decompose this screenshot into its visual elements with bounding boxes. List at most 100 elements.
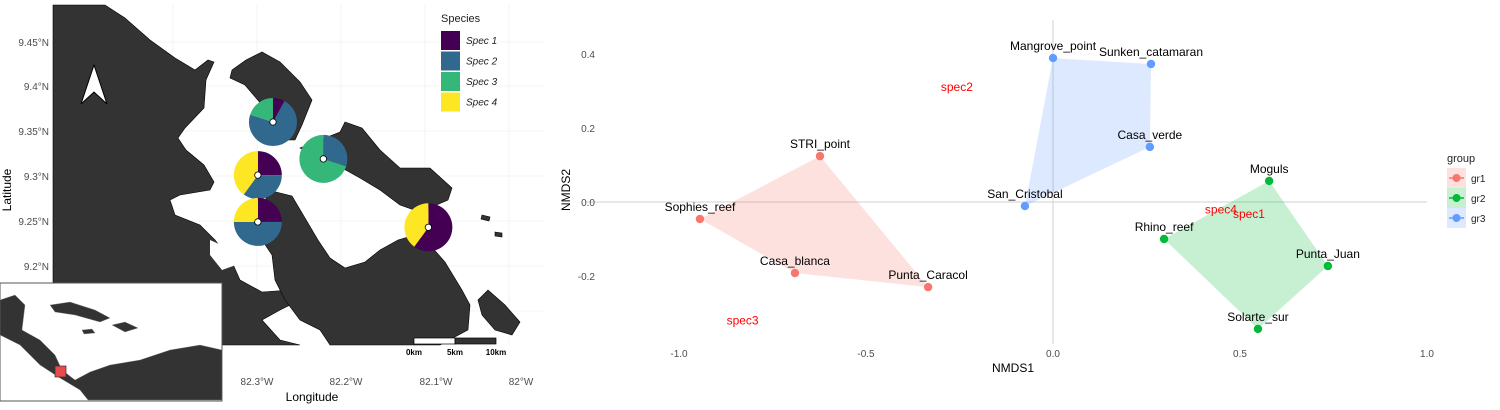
pie-slice — [414, 203, 453, 252]
x-tick-label: 0.5 — [1233, 349, 1247, 360]
site-marker — [319, 155, 327, 163]
lat-tick: 9.25°N — [18, 217, 49, 228]
lon-tick: 82°W — [509, 377, 534, 388]
group-legend-title: group — [1447, 153, 1475, 165]
legend-key — [441, 72, 460, 91]
scale-bar: 0km 5km 10km — [406, 337, 506, 357]
site-marker — [254, 171, 262, 179]
site-point — [1145, 142, 1155, 152]
nmds-y-axis-title: NMDS2 — [559, 169, 573, 211]
pie-slice — [257, 151, 282, 176]
nmds-panel: Sophies_reef STRI_point Casa_blanca Punta_C… — [559, 20, 1486, 375]
scale-label-0: 0km — [406, 348, 422, 357]
pie-slice — [243, 175, 282, 200]
site-label: Casa_verde — [1118, 128, 1183, 142]
species-label: spec3 — [727, 313, 759, 327]
nmds-ticks: -1.0 -0.5 0.0 0.5 1.0 -0.2 0.0 0.2 0.4 — [578, 50, 1435, 360]
legend-label: Spec 2 — [466, 57, 498, 68]
species-label: spec1 — [1233, 207, 1265, 221]
legend-key-point — [1452, 214, 1461, 222]
site-label: Casa_blanca — [760, 254, 830, 268]
site-point — [1146, 59, 1156, 69]
lon-tick: 82.1°W — [420, 377, 453, 388]
pie-slice — [257, 197, 282, 222]
pie-slice — [272, 98, 285, 122]
pie-charts — [233, 98, 453, 252]
pie-slice — [233, 197, 258, 222]
hull-gr3 — [1024, 58, 1151, 207]
site-label: Punta_Juan — [1296, 247, 1360, 261]
scale-label-10: 10km — [486, 348, 506, 357]
site-marker — [269, 118, 277, 126]
group-legend: gr1 gr2 gr3 — [1447, 168, 1486, 228]
landmass — [52, 4, 521, 346]
site-points: Sophies_reef STRI_point Casa_blanca Punta_C… — [665, 39, 1360, 334]
group-hulls — [699, 58, 1328, 329]
site-point — [1253, 324, 1263, 334]
site-point — [1048, 53, 1058, 63]
lat-tick: 9.45°N — [18, 38, 49, 49]
site-label: Sophies_reef — [665, 200, 736, 214]
hull-gr2 — [1164, 180, 1328, 329]
north-arrow-icon — [80, 63, 108, 105]
pie-slice — [233, 151, 258, 195]
legend-key-point — [1452, 174, 1461, 182]
x-tick-label: -1.0 — [670, 349, 688, 360]
site-point — [923, 282, 933, 292]
legend-label: Spec 1 — [466, 36, 497, 47]
y-tick-label: 0.2 — [581, 124, 595, 135]
site-point — [695, 214, 705, 224]
lon-tick: 82.2°W — [330, 377, 363, 388]
site-label: Moguls — [1250, 162, 1289, 176]
site-point — [1020, 201, 1030, 211]
nmds-x-axis-title: NMDS1 — [992, 361, 1034, 375]
x-tick-label: 0.0 — [1046, 349, 1060, 360]
map-x-axis-title: Longitude — [286, 390, 339, 404]
lat-tick: 9.3°N — [24, 172, 49, 183]
site-point — [815, 151, 825, 161]
pie-slice — [404, 203, 429, 247]
lat-tick: 9.4°N — [24, 82, 49, 93]
y-tick-label: 0.4 — [581, 50, 595, 61]
legend-key — [441, 31, 460, 50]
pie-slice — [323, 134, 348, 167]
site-label: Rhino_reef — [1135, 220, 1194, 234]
site-label: San_Cristobal — [987, 187, 1062, 201]
site-marker — [254, 218, 262, 226]
site-point — [790, 268, 800, 278]
map-panel: Species Spec 1 Spec 2 Spec 3 Spec 4 0km 5km… — [0, 4, 545, 404]
legend-label: gr1 — [1471, 174, 1486, 185]
species-label: spec4 — [1205, 202, 1237, 216]
legend-label: Spec 3 — [466, 77, 498, 88]
legend-label: gr2 — [1471, 194, 1486, 205]
study-area-marker — [54, 365, 67, 378]
site-label: Punta_Caracol — [888, 268, 967, 282]
site-point — [1323, 261, 1333, 271]
site-point — [1264, 176, 1274, 186]
species-legend-title: Species — [441, 13, 481, 25]
y-tick-label: -0.2 — [578, 272, 596, 283]
y-tick-label: 0.0 — [581, 198, 595, 209]
site-label: Solarte_sur — [1227, 310, 1288, 324]
hull-gr1 — [699, 156, 929, 288]
species-legend: Spec 1 Spec 2 Spec 3 Spec 4 — [441, 31, 498, 112]
site-label: Mangrove_point — [1010, 39, 1097, 53]
legend-key — [441, 92, 460, 112]
map-y-axis-title: Latitude — [0, 168, 14, 211]
x-tick-label: 1.0 — [1420, 349, 1434, 360]
lat-tick: 9.2°N — [24, 262, 49, 273]
legend-key — [441, 51, 460, 71]
pie-slice — [233, 221, 282, 246]
species-label: spec2 — [941, 80, 973, 94]
legend-key-point — [1452, 194, 1461, 202]
legend-label: Spec 4 — [466, 98, 498, 109]
lon-tick: 82.3°W — [241, 377, 274, 388]
x-tick-label: -0.5 — [857, 349, 875, 360]
scale-label-5: 5km — [447, 348, 463, 357]
legend-label: gr3 — [1471, 214, 1486, 225]
pie-slice — [250, 98, 273, 122]
site-label: STRI_point — [790, 137, 851, 151]
inset-locator-map — [0, 282, 223, 402]
site-point — [1159, 234, 1169, 244]
